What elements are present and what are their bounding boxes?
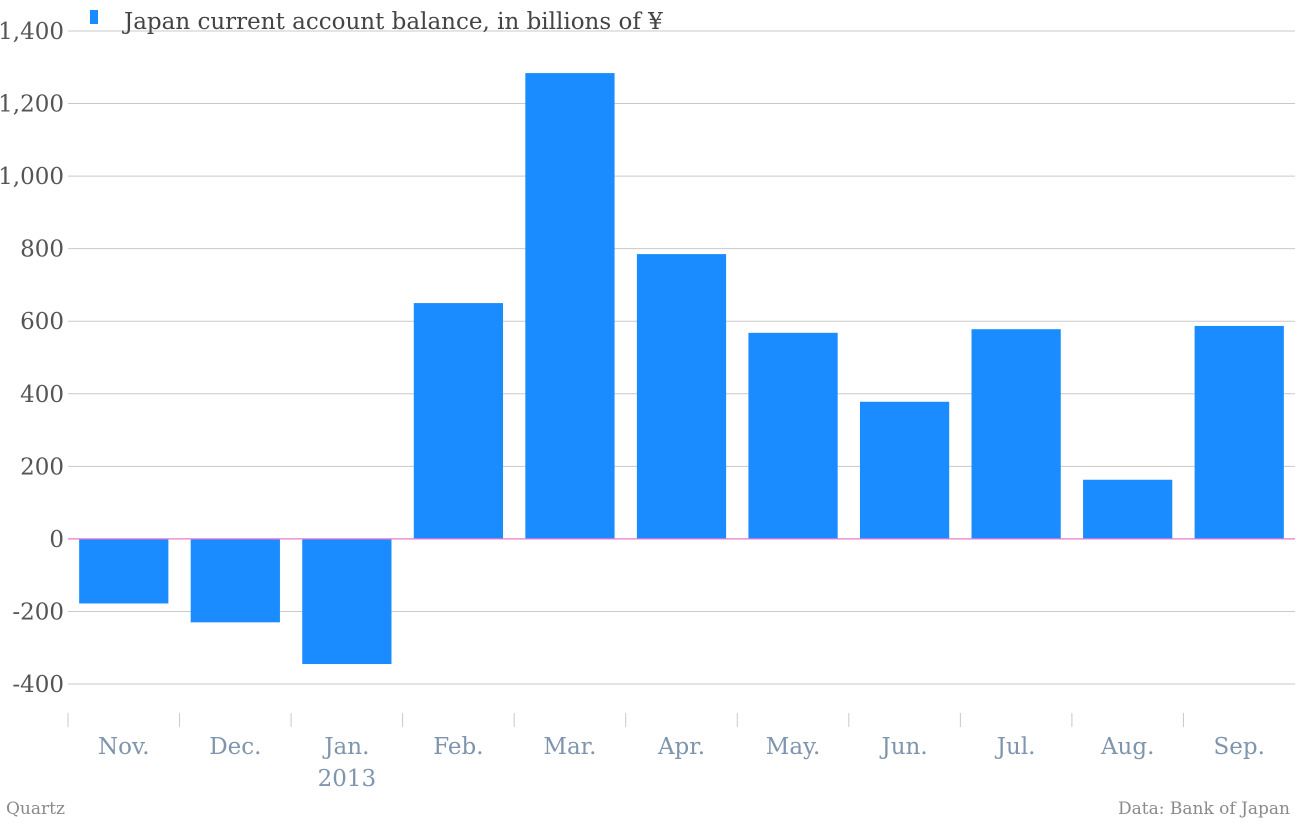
bar-jan xyxy=(302,538,392,665)
x-tick-label: May. xyxy=(766,734,821,760)
x-tick-label: Mar. xyxy=(543,734,596,760)
bar-apr xyxy=(636,254,727,539)
y-tick-label: -200 xyxy=(12,599,64,625)
x-tick-label: Jan. xyxy=(322,734,369,760)
bar-mar xyxy=(525,73,615,539)
y-tick-label: 200 xyxy=(20,454,64,480)
y-tick-label: 400 xyxy=(20,382,64,408)
source-credit-right: Data: Bank of Japan xyxy=(1118,799,1290,819)
bar-nov xyxy=(79,538,169,604)
x-tick-label: Aug. xyxy=(1100,734,1154,760)
y-tick-label: 800 xyxy=(20,237,64,263)
x-tick-sublabel: 2013 xyxy=(318,766,377,792)
bars xyxy=(79,73,1284,665)
x-axis-separators xyxy=(67,713,1184,727)
x-tick-label: Apr. xyxy=(657,734,705,760)
bar-sep xyxy=(1194,325,1284,539)
bar-may xyxy=(748,332,838,539)
y-tick-label: -400 xyxy=(12,672,64,698)
bar-jun xyxy=(859,401,950,539)
bar-feb xyxy=(413,303,504,539)
y-tick-label: 0 xyxy=(49,527,64,553)
x-axis-tick-labels: Nov. Dec. Jan. 2013 Feb. Mar. Apr. May. Jun. Jul.… xyxy=(98,734,1265,792)
x-tick-label: Feb. xyxy=(433,734,483,760)
x-tick-label: Sep. xyxy=(1214,734,1265,760)
y-tick-label: 1,200 xyxy=(0,92,64,118)
legend: Japan current account balance, in billio… xyxy=(90,9,663,35)
legend-swatch xyxy=(90,10,98,24)
legend-label: Japan current account balance, in billio… xyxy=(122,9,663,35)
y-tick-label: 600 xyxy=(20,309,64,335)
source-credit-left: Quartz xyxy=(6,799,65,819)
bar-jul xyxy=(971,329,1061,539)
y-tick-label: 1,000 xyxy=(0,164,64,190)
x-tick-label: Nov. xyxy=(98,734,150,760)
x-tick-label: Jul. xyxy=(995,734,1036,760)
y-tick-label: 1,400 xyxy=(0,19,64,45)
x-tick-label: Dec. xyxy=(209,734,261,760)
bar-aug xyxy=(1083,479,1173,539)
bar-dec xyxy=(190,538,280,623)
x-tick-label: Jun. xyxy=(880,734,928,760)
y-axis-tick-labels: 1,400 1,200 1,000 800 600 400 200 0 -200 -400 xyxy=(0,19,64,698)
